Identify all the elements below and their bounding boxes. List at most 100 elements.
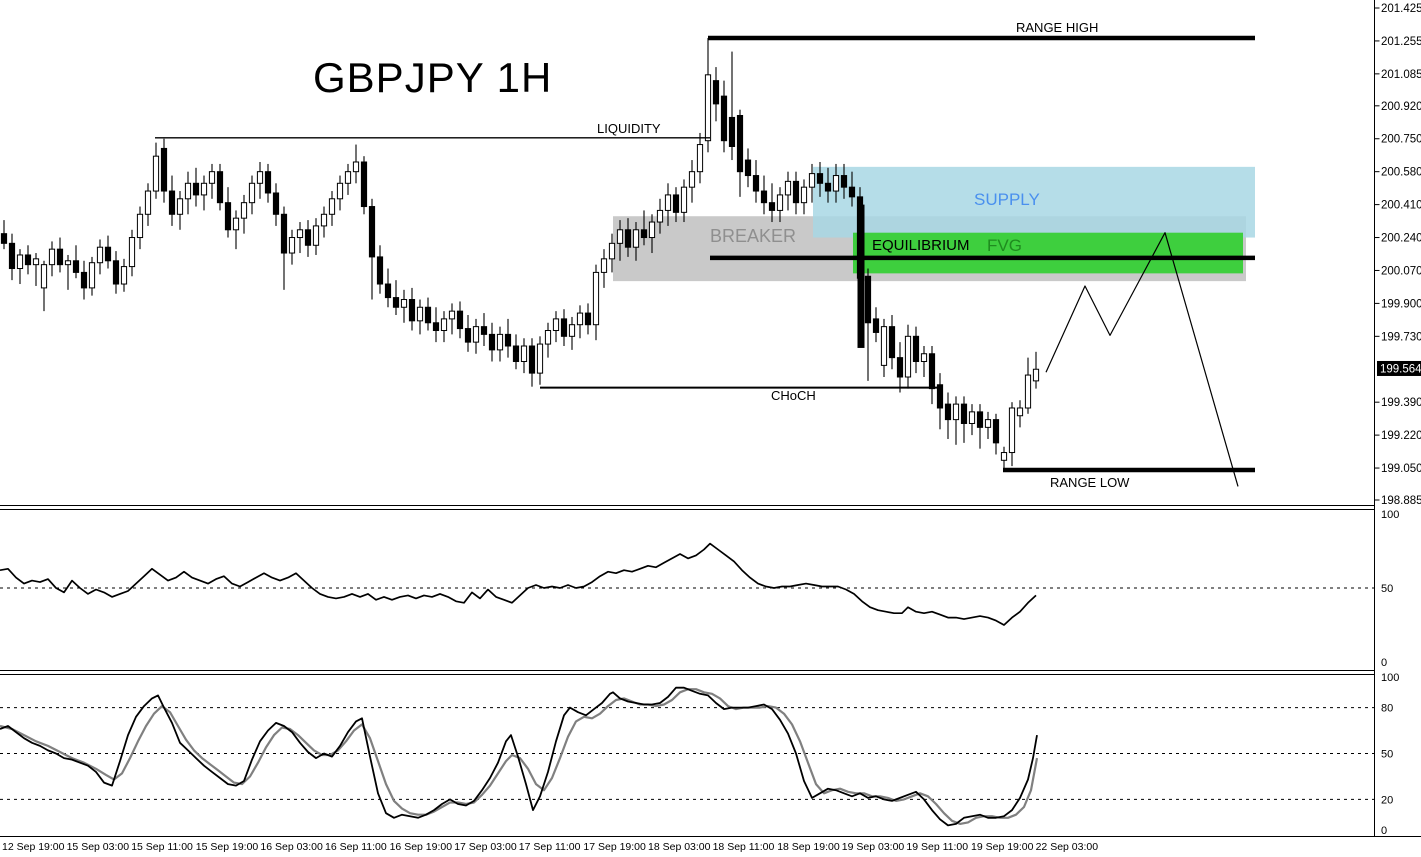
fvg-zone <box>853 232 1243 274</box>
candle-up <box>320 213 328 227</box>
time-axis[interactable]: 12 Sep 19:00 15 Sep 03:00 15 Sep 11:00 15 S… <box>2 841 1098 853</box>
candle-down <box>72 260 80 273</box>
candle-up <box>152 155 160 192</box>
rsi-scale-label: 100 <box>1381 509 1399 521</box>
candle-down <box>720 95 728 142</box>
oscillator-axes[interactable]: 100 50 0 100 80 50 20 0 <box>1381 509 1399 837</box>
time-axis-label: 18 Sep 11:00 <box>713 841 775 853</box>
supply-zone-label: SUPPLY <box>974 190 1040 209</box>
time-axis-label: 17 Sep 11:00 <box>519 841 581 853</box>
candle-down <box>976 411 984 428</box>
candle-down <box>24 254 32 266</box>
candle-up <box>496 333 504 351</box>
candle-up <box>120 266 128 285</box>
candle-up <box>256 171 264 184</box>
candle-up <box>568 324 576 337</box>
candle-down <box>640 229 648 239</box>
current-price-value: 199.564 <box>1380 363 1421 375</box>
candle-up <box>200 182 208 196</box>
candle-up <box>1016 407 1024 417</box>
candle-up <box>680 186 688 213</box>
candle-up <box>704 74 712 142</box>
candle-down <box>888 326 896 359</box>
price-tick-label: 201.425 <box>1381 3 1421 15</box>
candle-down <box>728 116 736 147</box>
candle-up <box>592 271 600 326</box>
chart-title: GBPJPY 1H <box>313 54 553 101</box>
candle-up <box>296 229 304 239</box>
projection-path <box>1045 232 1239 487</box>
candle-up <box>616 229 624 244</box>
candle-up <box>64 260 72 266</box>
price-axis[interactable]: 201.425 201.255 201.085 200.920 200.750 200.5… <box>1374 3 1421 507</box>
candle-up <box>400 299 408 308</box>
candle-up <box>696 144 704 173</box>
time-axis-label: 22 Sep 03:00 <box>1036 841 1099 853</box>
price-tick-label: 200.240 <box>1381 233 1421 245</box>
price-tick-label: 200.070 <box>1381 265 1421 277</box>
candle-down <box>80 271 88 289</box>
candle-down <box>480 326 488 335</box>
candle-up <box>288 237 296 254</box>
candle-down <box>432 322 440 332</box>
candle-down <box>768 202 776 211</box>
candle-down <box>752 175 760 192</box>
stoch-scale-label: 80 <box>1381 703 1393 715</box>
candle-down <box>392 297 400 308</box>
candle-down <box>528 345 536 374</box>
time-axis-label: 19 Sep 11:00 <box>906 841 968 853</box>
candle-up <box>312 225 320 246</box>
candle-up <box>144 190 152 215</box>
candle-down <box>712 80 720 105</box>
candle-up <box>344 171 352 184</box>
candle-down <box>112 260 120 285</box>
time-axis-label: 17 Sep 19:00 <box>583 841 646 853</box>
candle-down <box>872 318 880 333</box>
candle-up <box>1000 452 1008 461</box>
candle-up <box>232 217 240 231</box>
rsi-scale-label: 0 <box>1381 657 1387 669</box>
candle-up <box>920 353 928 363</box>
candle-up <box>1032 368 1040 382</box>
candle-up <box>880 326 888 366</box>
candles-layer <box>0 38 1040 469</box>
candle-up <box>608 242 616 260</box>
candle-up <box>16 254 24 270</box>
candle-down <box>160 147 168 192</box>
candle-up <box>96 246 104 264</box>
time-axis-label: 15 Sep 03:00 <box>67 841 130 853</box>
candle-down <box>816 173 824 184</box>
candle-up <box>688 171 696 188</box>
candle-up <box>248 182 256 204</box>
candle-down <box>912 335 920 363</box>
candle-up <box>984 419 992 428</box>
price-tick-label: 199.050 <box>1381 463 1421 475</box>
range-low-label: RANGE LOW <box>1050 475 1130 490</box>
time-axis-label: 16 Sep 03:00 <box>260 841 323 853</box>
candle-up <box>88 262 96 289</box>
candle-down <box>792 180 800 204</box>
choch-label: CHoCH <box>771 388 816 403</box>
fvg-zone-label: FVG <box>987 236 1022 255</box>
candle-up <box>904 335 912 378</box>
candle-up <box>176 198 184 215</box>
stoch-scale-label: 0 <box>1381 825 1387 837</box>
oscillator-levels <box>0 587 1375 800</box>
time-axis-label: 19 Sep 19:00 <box>971 841 1034 853</box>
candle-down <box>8 242 16 270</box>
rsi-scale-label: 50 <box>1381 583 1393 595</box>
candle-down <box>280 213 288 254</box>
candle-up <box>552 318 560 332</box>
candle-up <box>40 264 48 289</box>
time-axis-label: 12 Sep 19:00 <box>2 841 65 853</box>
candle-up <box>184 182 192 200</box>
candle-down <box>104 246 112 262</box>
price-tick-label: 200.410 <box>1381 200 1421 212</box>
price-tick-label: 200.580 <box>1381 167 1421 179</box>
candle-down <box>264 171 272 194</box>
candle-down <box>848 186 856 198</box>
time-axis-label: 15 Sep 11:00 <box>131 841 193 853</box>
candle-up <box>128 237 136 268</box>
